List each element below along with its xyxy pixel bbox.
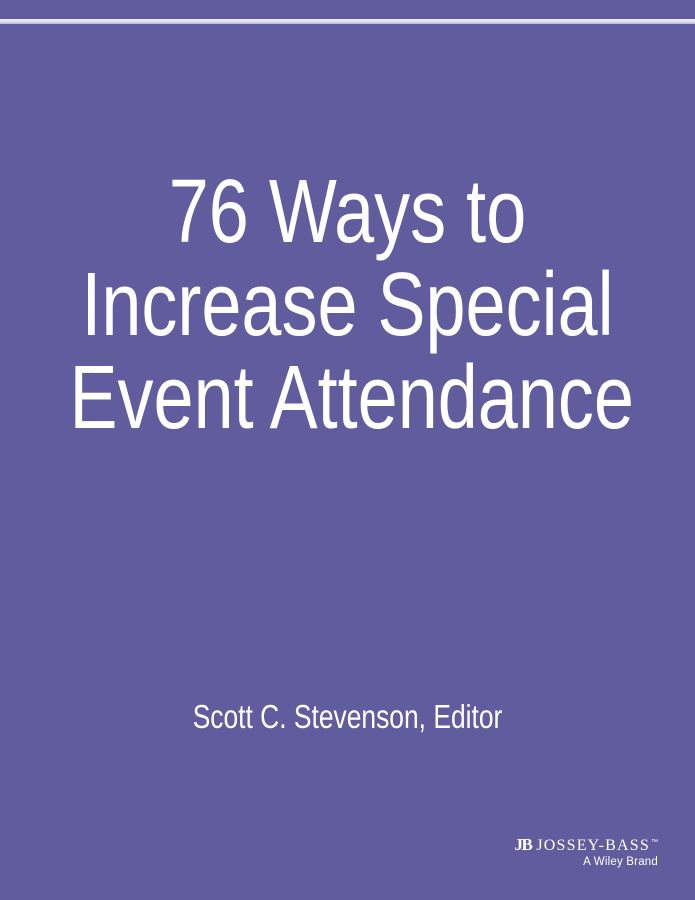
publisher-wordmark-row: JB JOSSEY-BASS ™ xyxy=(514,836,658,854)
publisher-logo: JB JOSSEY-BASS ™ A Wiley Brand xyxy=(514,836,658,869)
editor-credit: Scott C. Stevenson, Editor xyxy=(192,698,503,735)
wiley-brand-tagline: A Wiley Brand xyxy=(583,856,658,868)
title-line-3: Event Attendance xyxy=(69,348,634,448)
title-line-2: Increase Special xyxy=(81,255,614,355)
trademark-symbol: ™ xyxy=(651,839,658,846)
book-title: 76 Ways to Increase Special Event Attend… xyxy=(69,162,634,448)
jossey-bass-monogram-icon: JB xyxy=(514,835,532,854)
top-stripe xyxy=(0,19,695,24)
jossey-bass-wordmark: JOSSEY-BASS xyxy=(536,837,650,854)
title-line-1: 76 Ways to xyxy=(168,162,527,262)
